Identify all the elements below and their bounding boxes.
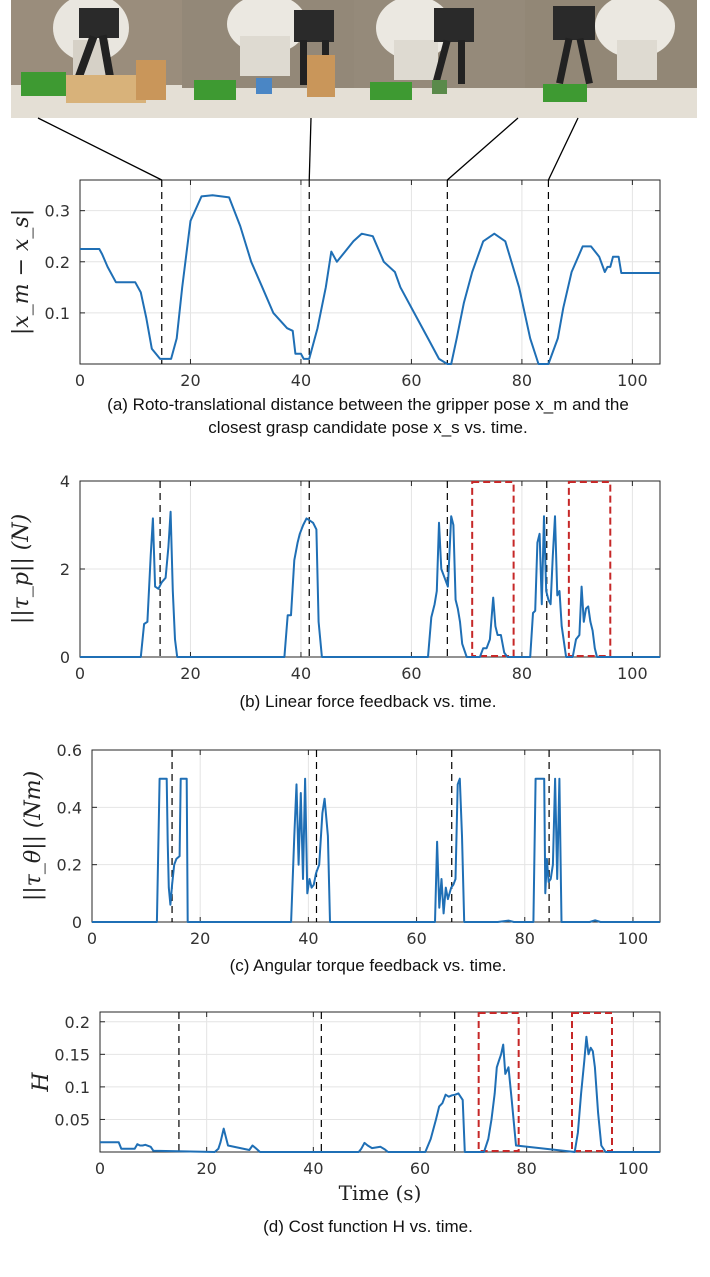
- x-tick-label: 80: [515, 929, 535, 948]
- x-tick-label: 40: [291, 371, 311, 390]
- x-axis-label: Time (s): [339, 1181, 422, 1205]
- x-tick-label: 0: [87, 929, 97, 948]
- x-tick-label: 80: [516, 1159, 536, 1178]
- y-tick-label: 0.05: [54, 1110, 90, 1129]
- y-tick-label: 0: [72, 913, 82, 932]
- y-tick-label: 0.3: [45, 202, 70, 221]
- x-tick-label: 40: [303, 1159, 323, 1178]
- caption-line: (b) Linear force feedback vs. time.: [239, 692, 496, 711]
- x-tick-label: 60: [406, 929, 426, 948]
- series-line: [92, 777, 660, 923]
- x-tick-label: 0: [75, 371, 85, 390]
- x-tick-label: 60: [401, 371, 421, 390]
- x-tick-label: 0: [75, 664, 85, 683]
- caption-line: closest grasp candidate pose x_s vs. tim…: [208, 418, 527, 437]
- caption-line: (a) Roto-translational distance between …: [107, 395, 629, 414]
- y-tick-label: 0.2: [45, 253, 70, 272]
- plot-frame: [79, 179, 661, 365]
- panel-a: 0 20 40 60 80 100 0.1 0.2 0.3 |x_m − x_s| (a) Roto…: [9, 179, 661, 437]
- robot-gripper-photo-2: [182, 0, 354, 118]
- y-axis-label: ||τ_p|| (N): [9, 514, 34, 624]
- photo-connector: [547, 117, 579, 181]
- y-tick-label: 0.6: [57, 741, 82, 760]
- robot-gripper-photo-4: [525, 0, 697, 118]
- highlight-box: [567, 481, 612, 657]
- y-tick-label: 2: [60, 560, 70, 579]
- robot-gripper-photo-3: [354, 0, 526, 118]
- photo-connector: [37, 117, 163, 181]
- plot-frame: [99, 1011, 661, 1153]
- y-tick-label: 0.2: [65, 1013, 90, 1032]
- x-tick-label: 100: [618, 929, 649, 948]
- x-tick-label: 20: [190, 929, 210, 948]
- x-tick-label: 20: [180, 371, 200, 390]
- caption-line: (c) Angular torque feedback vs. time.: [230, 956, 507, 975]
- x-tick-label: 40: [298, 929, 318, 948]
- y-tick-label: 0: [60, 648, 70, 667]
- x-tick-label: 60: [401, 664, 421, 683]
- y-axis-label: H: [29, 1072, 54, 1093]
- highlight-box: [477, 1012, 520, 1152]
- y-tick-label: 0.1: [45, 304, 70, 323]
- x-tick-label: 100: [617, 664, 648, 683]
- highlight-box: [471, 481, 515, 657]
- plot-frame: [91, 749, 661, 923]
- x-tick-label: 0: [95, 1159, 105, 1178]
- x-tick-label: 80: [512, 664, 532, 683]
- photo-connector: [308, 117, 312, 181]
- panel-d: 0 20 40 60 80 100 0.05 0.1 0.15 0.2 H Time (s) (d) C…: [29, 1011, 661, 1236]
- highlight-box: [571, 1012, 613, 1152]
- x-tick-label: 100: [618, 1159, 649, 1178]
- photo-connector: [446, 117, 519, 181]
- y-axis-label: |x_m − x_s|: [9, 209, 34, 335]
- series-line: [80, 194, 660, 365]
- panel-b: 0 20 40 60 80 100 0 2 4 ||τ_p|| (N) (b) Linear for…: [9, 472, 661, 711]
- panel-c: 0 20 40 60 80 100 0 0.2 0.4 0.6 ||τ_θ|| (Nm) (c) An…: [21, 741, 661, 975]
- x-tick-label: 20: [180, 664, 200, 683]
- x-tick-label: 40: [291, 664, 311, 683]
- y-axis-label: ||τ_θ|| (Nm): [21, 771, 46, 901]
- x-tick-label: 20: [196, 1159, 216, 1178]
- y-tick-label: 4: [60, 472, 70, 491]
- y-tick-label: 0.4: [57, 798, 82, 817]
- x-tick-label: 80: [512, 371, 532, 390]
- photo-strip: [0, 0, 710, 122]
- series-line: [80, 510, 660, 658]
- y-tick-label: 0.2: [57, 856, 82, 875]
- y-tick-label: 0.1: [65, 1078, 90, 1097]
- y-tick-label: 0.15: [54, 1045, 90, 1064]
- x-tick-label: 60: [410, 1159, 430, 1178]
- x-tick-label: 100: [617, 371, 648, 390]
- robot-gripper-photo-1: [11, 0, 183, 118]
- series-line: [100, 1035, 660, 1153]
- caption-line: (d) Cost function H vs. time.: [263, 1217, 473, 1236]
